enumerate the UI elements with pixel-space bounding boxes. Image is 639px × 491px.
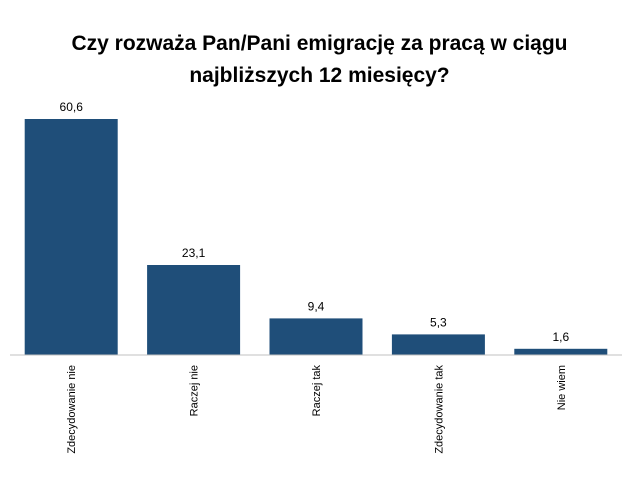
- bar-0: [24, 119, 118, 355]
- bar-3: [391, 334, 485, 355]
- chart-title-line-2: najbliższych 12 miesięcy?: [189, 64, 450, 87]
- data-label-2: 9,4: [308, 299, 325, 313]
- category-label-4: Nie wiem: [556, 365, 568, 410]
- data-label-4: 1,6: [552, 330, 569, 344]
- category-label-0: Zdecydowanie nie: [66, 365, 78, 454]
- data-label-0: 60,6: [60, 100, 84, 114]
- data-label-3: 5,3: [430, 315, 447, 329]
- chart-title-line-1: Czy rozważa Pan/Pani emigrację za pracą …: [71, 32, 568, 55]
- bar-2: [269, 318, 363, 355]
- bar-1: [147, 265, 241, 355]
- category-label-3: Zdecydowanie tak: [433, 365, 445, 454]
- category-label-2: Raczej tak: [311, 365, 323, 417]
- category-label-1: Raczej nie: [189, 365, 201, 416]
- chart-title: Czy rozważa Pan/Pani emigrację za pracą …: [0, 28, 639, 92]
- data-label-1: 23,1: [182, 246, 206, 260]
- bar-4: [514, 348, 608, 355]
